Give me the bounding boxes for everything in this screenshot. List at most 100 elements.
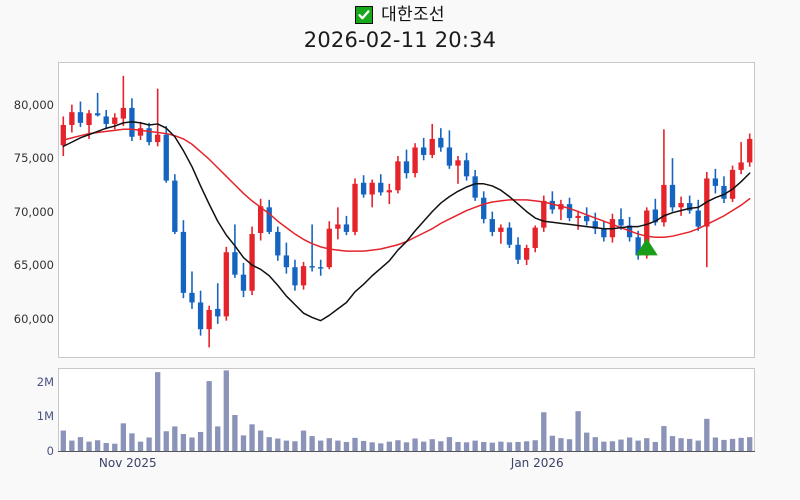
candle-body [395,161,401,191]
candle-body [206,309,212,330]
candle-body [232,252,238,275]
volume-bar [215,426,221,452]
candle-body [103,116,109,124]
volume-bar [378,443,384,452]
volume-bar [738,437,744,452]
candle-body [249,234,255,291]
candle-body [155,134,161,143]
candle-body [386,190,392,193]
volume-bar [403,442,410,452]
volume-bar [747,437,753,452]
candle-body [601,228,607,238]
volume-bar [189,437,195,452]
volume-bar [352,437,358,452]
candle-body [506,227,513,245]
candle-body [446,147,453,166]
volume-bar [421,441,427,452]
volume-bar [386,441,392,452]
volume-bar [489,442,495,452]
price-axis-labels: 80,000 75,000 70,000 65,000 60,000 [0,62,54,358]
volume-bar [266,437,272,452]
buy-signal-triangle-icon [635,238,658,256]
volume-bar [652,441,658,452]
candle-body [360,182,367,195]
volume-bar [601,441,607,452]
volume-bar [283,440,290,452]
volume-tick-label: 0 [46,444,54,458]
timestamp-label: 2026-02-11 20:34 [303,28,497,52]
x-tick-label: Nov 2025 [98,456,157,470]
volume-bar [137,441,144,452]
volume-bar [120,423,127,452]
volume-bar [532,440,538,452]
volume-plot [60,370,753,452]
volume-bar [257,430,264,452]
candle-body [472,176,478,198]
volume-bar [626,437,633,452]
volume-bar [455,441,461,452]
volume-bar [172,426,178,452]
candle-body [644,210,650,256]
green-check-icon [355,6,374,24]
candle-body [266,207,272,232]
volume-bar [249,424,255,452]
volume-bar [77,437,84,452]
candle-body [163,134,169,181]
candle-body [300,266,307,286]
candle-body [541,200,547,228]
candle-body [455,160,461,166]
candle-body [257,206,264,233]
candle-body [223,252,229,317]
volume-bar [712,437,719,452]
volume-bar [318,440,324,452]
candle-body [592,221,598,229]
candle-body [412,147,418,174]
volume-bar [395,440,401,452]
candle-body [60,125,66,146]
candle-body [240,274,247,291]
volume-bar [412,438,418,452]
volume-bar [695,440,701,452]
candle-body [309,266,315,268]
volume-bar [326,438,332,452]
candle-body [352,183,358,232]
candle-body [378,182,384,193]
candle-body [635,237,641,256]
candle-body [498,227,504,232]
volume-bar [429,439,435,452]
candle-body [369,182,375,195]
price-chart-panel[interactable] [58,62,755,358]
volume-bar [541,412,547,452]
candle-body [523,247,530,260]
candle-body [721,185,727,199]
candle-body [489,219,495,232]
candle-body [747,138,753,163]
candle-body [77,112,84,123]
candle-body [652,209,658,223]
volume-bar [438,441,444,452]
volume-bar [369,442,375,452]
volume-chart-panel[interactable] [58,368,755,452]
candle-body [429,138,435,155]
volume-bar [446,437,453,452]
candle-body [618,219,624,226]
candlestick-plot [60,75,753,348]
volume-bar [515,441,521,452]
volume-bar [558,438,564,452]
volume-bar [463,442,470,452]
candle-body [292,267,298,286]
page-title: 대한조선 [381,5,445,25]
price-tick-label: 80,000 [13,97,54,112]
candle-body [678,203,684,208]
volume-bar [112,443,118,452]
volume-bar [472,440,478,452]
candle-body [335,224,341,229]
candle-body [197,302,204,330]
volume-bar [103,443,109,452]
candle-body [137,128,144,136]
candle-body [695,210,701,227]
volume-bar [129,433,135,452]
price-tick-label: 65,000 [13,258,54,273]
volume-bar [609,441,616,452]
